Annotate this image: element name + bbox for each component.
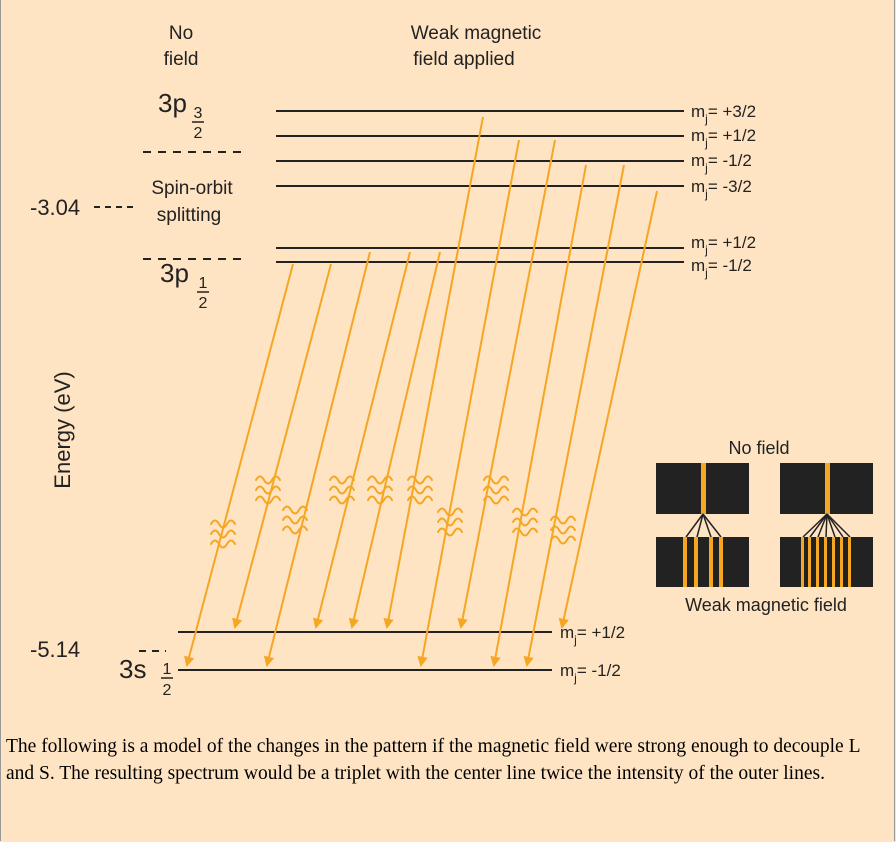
svg-text:mj= +1/2: mj= +1/2	[560, 623, 625, 647]
photon-wave	[437, 507, 463, 517]
photon-wave	[367, 495, 393, 505]
photon-wave	[407, 485, 433, 495]
inset-weak-field-label: Weak magnetic field	[685, 595, 847, 615]
transition-arrow	[383, 116, 484, 630]
energy-tick-lower: -5.14	[30, 637, 80, 662]
mj-label-plus1-2: mj= +1/2	[691, 126, 756, 150]
photon-wave	[550, 535, 576, 545]
svg-text:mj= +1/2: mj= +1/2	[691, 126, 756, 150]
photon-wave	[483, 485, 509, 495]
photon-wave	[407, 495, 433, 505]
inset-left-top-line	[701, 463, 706, 514]
energy-axis-label: Energy (eV)	[50, 371, 75, 488]
photon-wave	[550, 525, 576, 535]
transition-arrow	[457, 139, 556, 630]
inset-right-bottom-lines	[801, 537, 851, 587]
svg-text:1: 1	[163, 661, 172, 678]
svg-text:mj= -1/2: mj= -1/2	[560, 661, 621, 685]
photon-squiggles	[210, 475, 576, 549]
mj-label-minus3-2: mj= -3/2	[691, 177, 752, 201]
svg-text:1: 1	[199, 275, 208, 292]
photon-wave	[255, 495, 281, 505]
photon-wave	[282, 525, 308, 535]
photon-wave	[437, 527, 463, 537]
spin-orbit-label-2: splitting	[157, 205, 221, 226]
mj-label-3p12-minus: mj= -1/2	[691, 256, 752, 280]
transition-arrow	[490, 164, 587, 668]
transition-arrow	[558, 190, 658, 630]
mj-labels-3p32: mj= +3/2 mj= +1/2 mj= -1/2 mj= -3/2	[691, 102, 756, 201]
photon-wave	[483, 495, 509, 505]
inset-left-bottom-lines	[683, 537, 723, 587]
svg-text:mj= -1/2: mj= -1/2	[691, 256, 752, 280]
svg-text:mj= -1/2: mj= -1/2	[691, 151, 752, 175]
photon-wave	[550, 515, 576, 525]
transition-arrows	[184, 116, 658, 668]
state-3s12-label: 3s 1 2	[119, 654, 173, 699]
state-3p12-label: 3p 1 2	[160, 258, 209, 312]
mj-label-3s12-minus: mj= -1/2	[560, 661, 621, 685]
split-levels	[178, 110, 684, 671]
mj-label-plus3-2: mj= +3/2	[691, 102, 756, 126]
photon-wave	[407, 475, 433, 485]
svg-text:mj= -3/2: mj= -3/2	[691, 177, 752, 201]
photon-wave	[210, 519, 236, 529]
transition-arrow	[312, 251, 411, 630]
mj-label-3p12-plus: mj= +1/2	[691, 233, 756, 257]
photon-wave	[282, 515, 308, 525]
transition-arrow	[348, 251, 441, 630]
inset-right-top-line	[825, 463, 830, 514]
photon-wave	[210, 539, 236, 549]
photon-wave	[210, 529, 236, 539]
photon-wave	[437, 517, 463, 527]
no-field-header: No	[169, 23, 193, 44]
svg-text:2: 2	[163, 682, 172, 699]
photon-wave	[255, 485, 281, 495]
photon-wave	[367, 475, 393, 485]
no-field-header-2: field	[164, 49, 199, 70]
state-3p32-label: 3p 3 2	[158, 88, 204, 142]
photon-wave	[483, 475, 509, 485]
inset-right-fan	[802, 513, 851, 538]
photon-wave	[367, 485, 393, 495]
mj-label-minus1-2: mj= -1/2	[691, 151, 752, 175]
transition-arrow	[417, 139, 520, 668]
transition-arrow	[263, 251, 371, 668]
spectrum-inset: No field	[656, 438, 873, 615]
inset-left-bottom-box	[656, 537, 749, 587]
mj-labels-3p12: mj= +1/2 mj= -1/2	[691, 233, 756, 280]
transition-arrow	[184, 263, 294, 668]
photon-wave	[512, 527, 538, 537]
weak-field-header-2: field applied	[413, 49, 514, 70]
transition-arrow	[523, 164, 625, 668]
photon-wave	[512, 517, 538, 527]
svg-text:3p: 3p	[160, 258, 189, 288]
mj-labels-3s12: mj= +1/2 mj= -1/2	[560, 623, 625, 685]
energy-tick-upper: -3.04	[30, 195, 80, 220]
photon-wave	[282, 505, 308, 515]
svg-text:mj= +1/2: mj= +1/2	[691, 233, 756, 257]
svg-text:3: 3	[194, 105, 203, 122]
inset-left-fan	[685, 513, 722, 538]
photon-wave	[329, 495, 355, 505]
photon-wave	[329, 485, 355, 495]
spin-orbit-label: Spin-orbit	[151, 178, 233, 199]
inset-no-field-label: No field	[728, 438, 789, 458]
svg-text:2: 2	[194, 125, 203, 142]
photon-wave	[255, 475, 281, 485]
photon-wave	[329, 475, 355, 485]
mj-label-3s12-plus: mj= +1/2	[560, 623, 625, 647]
transition-arrow	[232, 263, 332, 630]
svg-text:mj= +3/2: mj= +3/2	[691, 102, 756, 126]
svg-text:3p: 3p	[158, 88, 187, 118]
svg-text:2: 2	[199, 295, 208, 312]
caption-text: The following is a model of the changes …	[6, 736, 860, 784]
weak-field-header: Weak magnetic	[411, 23, 542, 44]
svg-text:3s: 3s	[119, 654, 146, 684]
photon-wave	[512, 507, 538, 517]
zeeman-diagram: No field Weak magnetic field applied Ene…	[30, 23, 873, 699]
